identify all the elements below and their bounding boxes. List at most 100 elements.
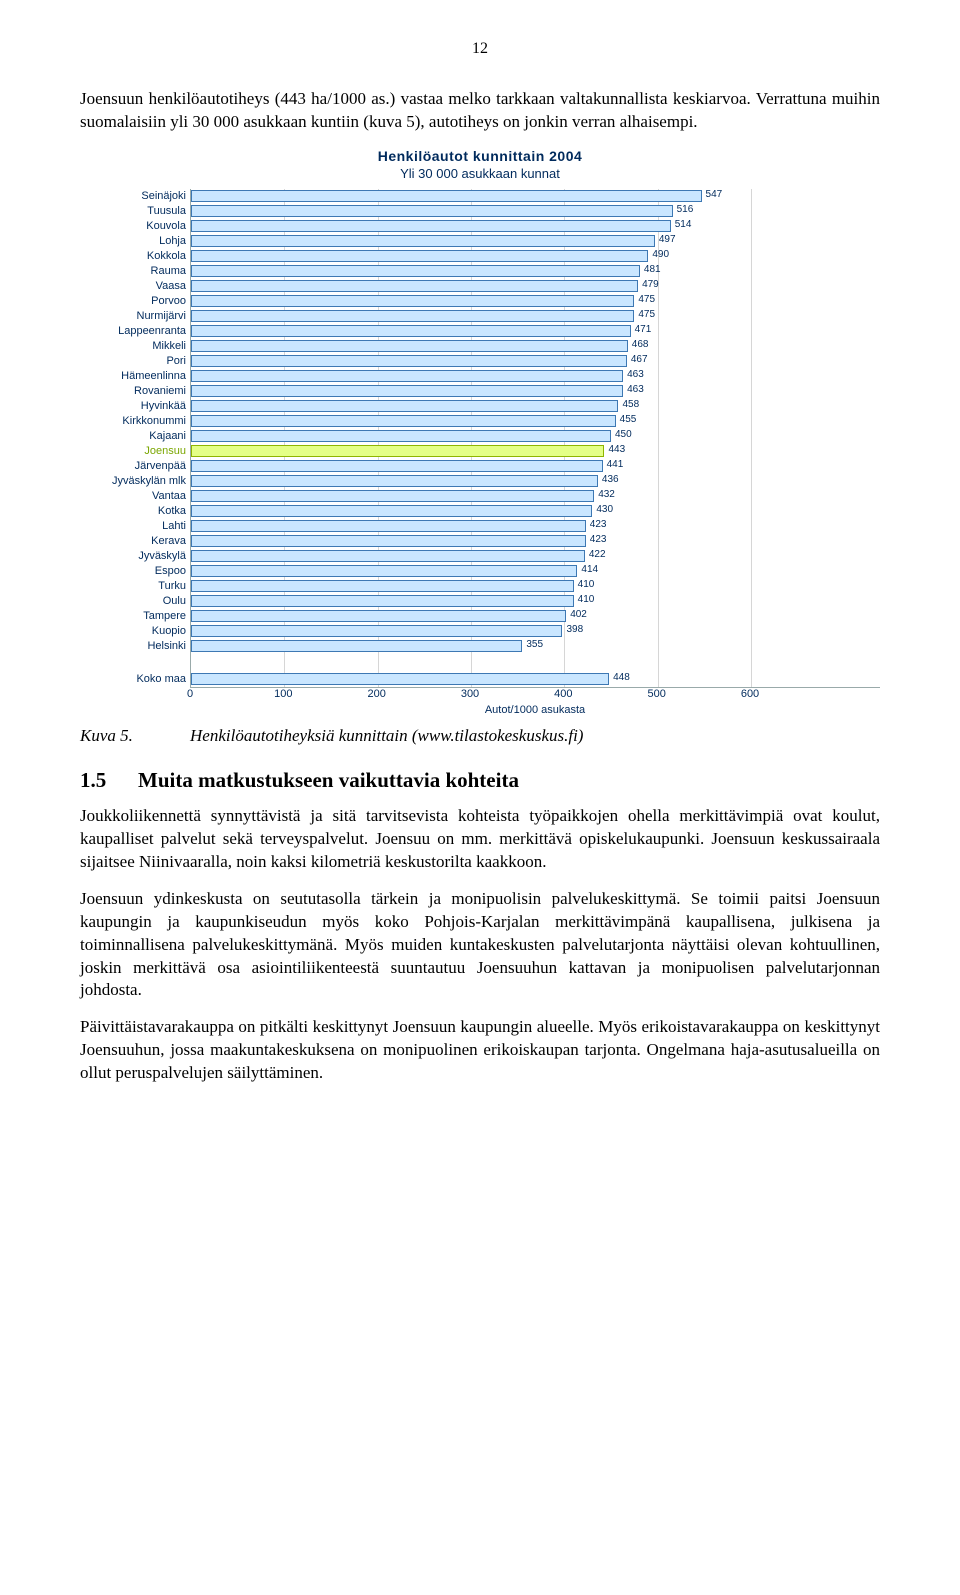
bar-value-label: 432 <box>598 489 615 500</box>
chart-plot: SeinäjokiTuusulaKouvolaLohjaKokkolaRauma… <box>80 189 880 688</box>
bar-value-label: 423 <box>590 534 607 545</box>
category-label: Nurmijärvi <box>80 309 190 324</box>
bar <box>191 475 598 487</box>
bar-row: 432 <box>191 490 594 502</box>
bar-row: 441 <box>191 460 603 472</box>
intro-paragraph: Joensuun henkilöautotiheys (443 ha/1000 … <box>80 88 880 134</box>
bar-value-label: 479 <box>642 279 659 290</box>
bar-value-label: 448 <box>613 672 630 683</box>
caption-text: Henkilöautotiheyksiä kunnittain (www.til… <box>190 726 583 746</box>
bar-value-label: 450 <box>615 429 632 440</box>
section-number: 1.5 <box>80 768 138 793</box>
category-label: Mikkeli <box>80 339 190 354</box>
chart-container: Henkilöautot kunnittain 2004 Yli 30 000 … <box>80 148 880 716</box>
bar-row: 430 <box>191 505 592 517</box>
bar-row: 475 <box>191 310 634 322</box>
bar-value-label: 467 <box>631 354 648 365</box>
bar-row: 436 <box>191 475 598 487</box>
bar-row: 516 <box>191 205 673 217</box>
paragraph-3: Päivittäistavarakauppa on pitkälti keski… <box>80 1016 880 1085</box>
bar-row: 398 <box>191 625 562 637</box>
bar-value-label: 410 <box>578 579 595 590</box>
bar <box>191 490 594 502</box>
bar-row: 423 <box>191 535 586 547</box>
bar-value-label: 547 <box>706 189 723 200</box>
x-tick-label: 100 <box>274 688 292 700</box>
category-label: Vantaa <box>80 489 190 504</box>
bar <box>191 370 623 382</box>
bar-value-label: 422 <box>589 549 606 560</box>
bar-row: 423 <box>191 520 586 532</box>
bar-row: 481 <box>191 265 640 277</box>
category-label: Hyvinkää <box>80 399 190 414</box>
x-tick-label: 200 <box>367 688 385 700</box>
bar-value-label: 410 <box>578 594 595 605</box>
bar <box>191 640 522 652</box>
paragraph-2: Joensuun ydinkeskusta on seututasolla tä… <box>80 888 880 1003</box>
bar <box>191 400 618 412</box>
bar-value-label: 458 <box>622 399 639 410</box>
caption-label: Kuva 5. <box>80 726 190 746</box>
category-label: Pori <box>80 354 190 369</box>
bar <box>191 325 631 337</box>
bar-value-label: 475 <box>638 309 655 320</box>
bar <box>191 235 655 247</box>
bar-row: 467 <box>191 355 627 367</box>
summary-bar-row: 448 <box>191 673 609 685</box>
bar-row: 410 <box>191 580 574 592</box>
bar-value-label: 463 <box>627 384 644 395</box>
bar <box>191 520 586 532</box>
chart-subtitle: Yli 30 000 asukkaan kunnat <box>80 166 880 181</box>
category-label: Kuopio <box>80 624 190 639</box>
category-label: Kirkkonummi <box>80 414 190 429</box>
category-label: Kerava <box>80 534 190 549</box>
bar-row: 422 <box>191 550 585 562</box>
bar-value-label: 355 <box>526 639 543 650</box>
category-label: Rauma <box>80 264 190 279</box>
bar-value-label: 497 <box>659 234 676 245</box>
bar <box>191 595 574 607</box>
bar-row: 475 <box>191 295 634 307</box>
category-label: Helsinki <box>80 639 190 654</box>
bar-value-label: 414 <box>581 564 598 575</box>
bar <box>191 310 634 322</box>
bar <box>191 460 603 472</box>
category-label: Jyväskylä <box>80 549 190 564</box>
paragraph-1: Joukkoliikennettä synnyttävistä ja sitä … <box>80 805 880 874</box>
plot-area: 5475165144974904814794754754714684674634… <box>190 189 880 688</box>
gridline <box>751 189 752 687</box>
bar-row: 355 <box>191 640 522 652</box>
bar <box>191 355 627 367</box>
bar-row: 468 <box>191 340 628 352</box>
bar-row: 497 <box>191 235 655 247</box>
bar-row: 414 <box>191 565 577 577</box>
bar-value-label: 471 <box>635 324 652 335</box>
bar-value-label: 481 <box>644 264 661 275</box>
category-label: Seinäjoki <box>80 189 190 204</box>
section-heading: 1.5 Muita matkustukseen vaikuttavia koht… <box>80 768 880 793</box>
bar-value-label: 398 <box>566 624 583 635</box>
bar <box>191 610 566 622</box>
category-label: Lappeenranta <box>80 324 190 339</box>
category-label: Tampere <box>80 609 190 624</box>
x-axis: 0100200300400500600 <box>190 688 750 702</box>
bar <box>191 580 574 592</box>
chart-title: Henkilöautot kunnittain 2004 <box>80 148 880 164</box>
category-label: Porvoo <box>80 294 190 309</box>
bar <box>191 280 638 292</box>
bar-value-label: 430 <box>596 504 613 515</box>
bar-row: 455 <box>191 415 616 427</box>
section-title: Muita matkustukseen vaikuttavia kohteita <box>138 768 519 793</box>
bar-value-label: 455 <box>620 414 637 425</box>
bar-row: 463 <box>191 385 623 397</box>
bar-row: 490 <box>191 250 648 262</box>
category-label: Kokkola <box>80 249 190 264</box>
bar-row: 463 <box>191 370 623 382</box>
figure-caption: Kuva 5. Henkilöautotiheyksiä kunnittain … <box>80 726 880 746</box>
bar <box>191 445 604 457</box>
page-number: 12 <box>80 40 880 58</box>
bar-row: 450 <box>191 430 611 442</box>
bar-value-label: 443 <box>608 444 625 455</box>
bar <box>191 295 634 307</box>
category-label: Kouvola <box>80 219 190 234</box>
